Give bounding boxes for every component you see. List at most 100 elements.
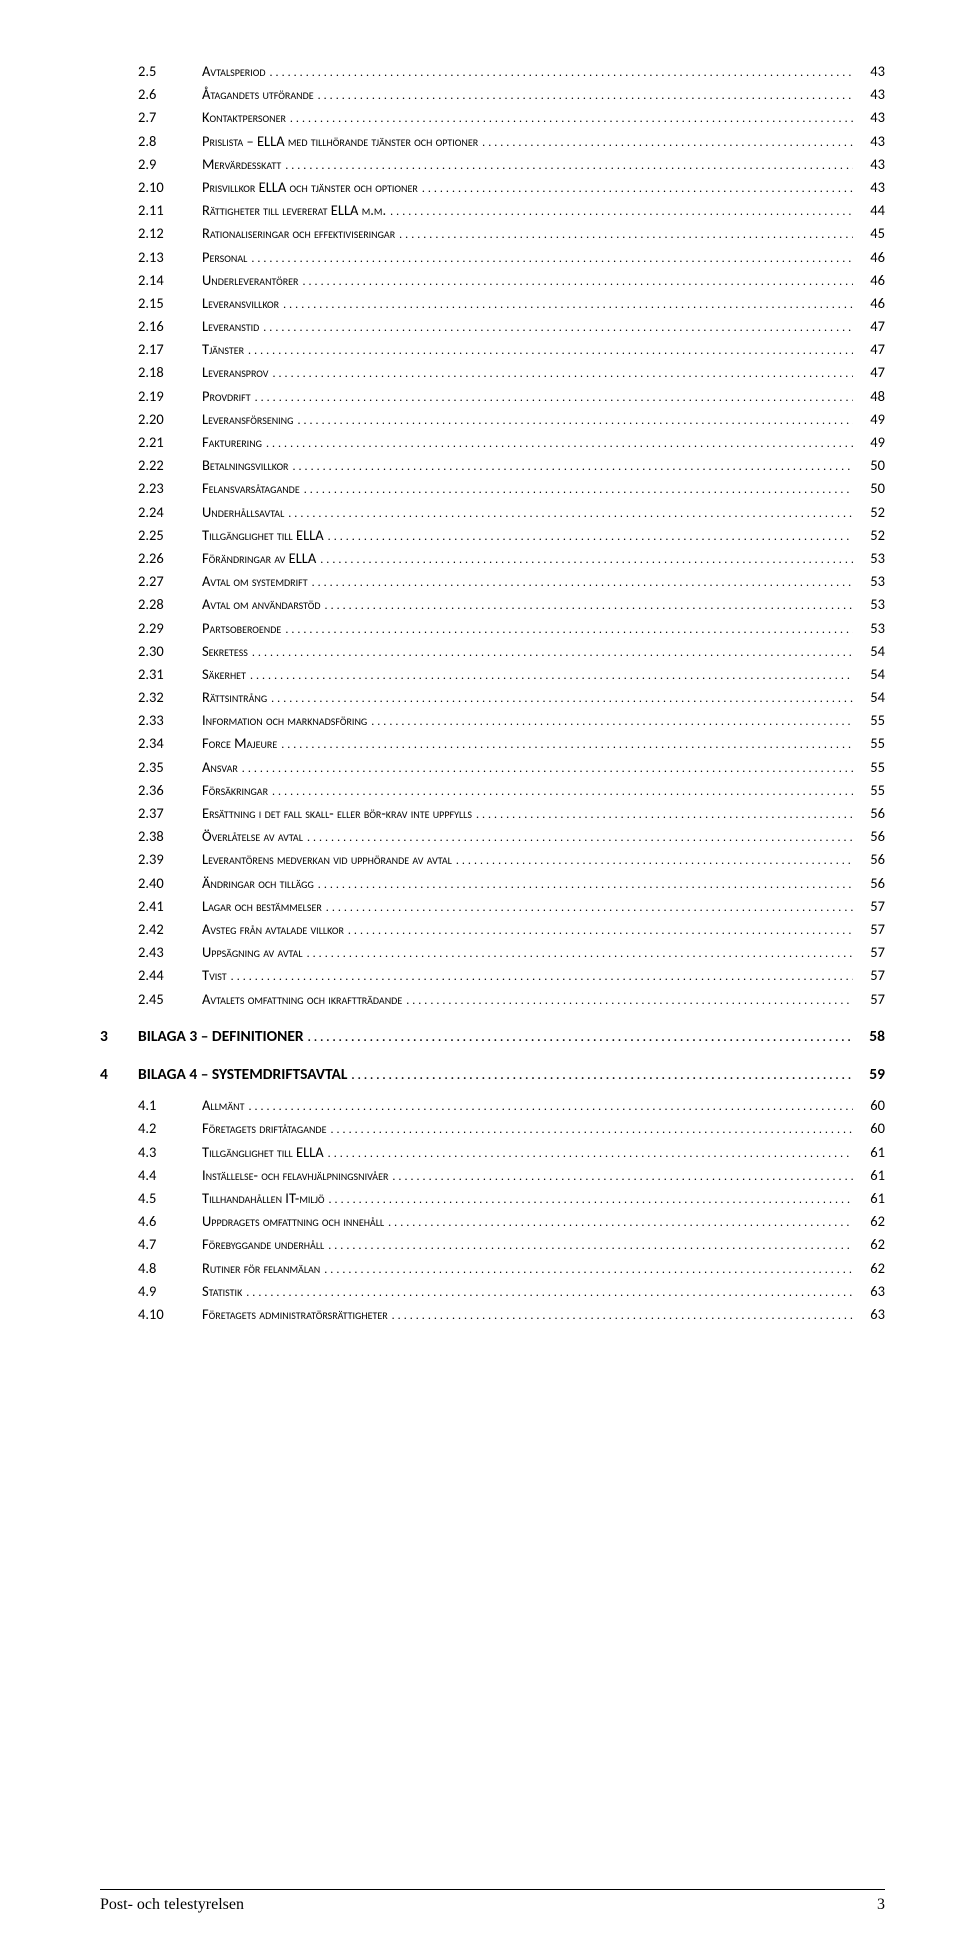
toc-entry[interactable]: 2.22Betalningsvillkor50 xyxy=(100,454,885,477)
toc-leader-dots xyxy=(251,246,853,269)
toc-entry[interactable]: 2.11Rättigheter till levererat ELLA m.m.… xyxy=(100,199,885,222)
toc-entry[interactable]: 2.9Mervärdesskatt43 xyxy=(100,153,885,176)
toc-entry[interactable]: 2.35Ansvar55 xyxy=(100,756,885,779)
toc-leader-dots xyxy=(328,1141,853,1164)
toc-title: Tillgänglighet till ELLA xyxy=(202,1141,324,1164)
toc-title: Leveransförsening xyxy=(202,408,293,431)
toc-title: Avtalsperiod xyxy=(202,60,266,83)
toc-number: 2.32 xyxy=(138,686,202,709)
footer-page-number: 3 xyxy=(877,1896,885,1914)
toc-entry[interactable]: 2.30Sekretess54 xyxy=(100,640,885,663)
toc-number: 4.7 xyxy=(138,1233,202,1256)
toc-entry[interactable]: 4.9Statistik63 xyxy=(100,1280,885,1303)
toc-entry[interactable]: 2.28Avtal om användarstöd53 xyxy=(100,593,885,616)
toc-entry[interactable]: 2.31Säkerhet54 xyxy=(100,663,885,686)
toc-number: 4.6 xyxy=(138,1210,202,1233)
toc-leader-dots xyxy=(422,176,853,199)
toc-entry[interactable]: 2.19Provdrift48 xyxy=(100,385,885,408)
toc-entry[interactable]: 2.43Uppsägning av avtal57 xyxy=(100,941,885,964)
toc-entry[interactable]: 2.18Leveransprov47 xyxy=(100,361,885,384)
toc-entry[interactable]: 4BILAGA 4 – SYSTEMDRIFTSAVTAL59 xyxy=(100,1063,885,1088)
toc-page: 61 xyxy=(857,1164,885,1187)
toc-title: Ersättning i det fall skall- eller bör-k… xyxy=(202,802,472,825)
toc-page: 54 xyxy=(857,663,885,686)
toc-leader-dots xyxy=(255,385,853,408)
toc-entry[interactable]: 4.5Tillhandahållen IT-miljö61 xyxy=(100,1187,885,1210)
toc-entry[interactable]: 2.14Underleverantörer46 xyxy=(100,269,885,292)
toc-entry[interactable]: 2.6Åtagandets utförande43 xyxy=(100,83,885,106)
toc-entry[interactable]: 2.36Försäkringar55 xyxy=(100,779,885,802)
toc-entry[interactable]: 4.10Företagets administratörsrättigheter… xyxy=(100,1303,885,1326)
toc-entry[interactable]: 2.42Avsteg från avtalade villkor57 xyxy=(100,918,885,941)
toc-number: 2.22 xyxy=(138,454,202,477)
toc-page: 52 xyxy=(857,524,885,547)
toc-number: 2.40 xyxy=(138,872,202,895)
toc-title: Prislista – ELLA med tillhörande tjänste… xyxy=(202,130,478,153)
toc-entry[interactable]: 4.8Rutiner för felanmälan62 xyxy=(100,1257,885,1280)
toc-entry[interactable]: 2.39Leverantörens medverkan vid upphöran… xyxy=(100,848,885,871)
toc-number: 4.4 xyxy=(138,1164,202,1187)
toc-entry[interactable]: 2.13Personal46 xyxy=(100,246,885,269)
toc-entry[interactable]: 2.38Överlåtelse av avtal56 xyxy=(100,825,885,848)
toc-entry[interactable]: 2.41Lagar och bestämmelser57 xyxy=(100,895,885,918)
toc-entry[interactable]: 4.7Förebyggande underhåll62 xyxy=(100,1233,885,1256)
toc-entry[interactable]: 2.33Information och marknadsföring55 xyxy=(100,709,885,732)
toc-title: Företagets administratörsrättigheter xyxy=(202,1303,388,1326)
toc-entry[interactable]: 4.3Tillgänglighet till ELLA61 xyxy=(100,1141,885,1164)
toc-leader-dots xyxy=(246,1280,853,1303)
toc-number: 2.43 xyxy=(138,941,202,964)
toc-entry[interactable]: 2.45Avtalets omfattning och ikraftträdan… xyxy=(100,988,885,1011)
toc-entry[interactable]: 2.8Prislista – ELLA med tillhörande tjän… xyxy=(100,130,885,153)
toc-entry[interactable]: 2.12Rationaliseringar och effektiviserin… xyxy=(100,222,885,245)
toc-entry[interactable]: 2.37Ersättning i det fall skall- eller b… xyxy=(100,802,885,825)
toc-number: 2.31 xyxy=(138,663,202,686)
toc-entry[interactable]: 2.24Underhållsavtal52 xyxy=(100,501,885,524)
toc-page: 46 xyxy=(857,246,885,269)
toc-entry[interactable]: 2.15Leveransvillkor46 xyxy=(100,292,885,315)
toc-entry[interactable]: 4.2Företagets driftåtagande60 xyxy=(100,1117,885,1140)
toc-number: 2.20 xyxy=(138,408,202,431)
toc-entry[interactable]: 4.4Inställelse- och felavhjälpningsnivåe… xyxy=(100,1164,885,1187)
toc-title: Företagets driftåtagande xyxy=(202,1117,326,1140)
toc-page: 49 xyxy=(857,431,885,454)
toc-leader-dots xyxy=(285,617,853,640)
toc-entry[interactable]: 2.20Leveransförsening 49 xyxy=(100,408,885,431)
toc-entry[interactable]: 4.1Allmänt60 xyxy=(100,1094,885,1117)
toc-leader-dots xyxy=(329,1187,853,1210)
toc-entry[interactable]: 2.27Avtal om systemdrift53 xyxy=(100,570,885,593)
toc-entry[interactable]: 2.44Tvist57 xyxy=(100,964,885,987)
toc-leader-dots xyxy=(250,663,853,686)
toc-entry[interactable]: 4.6Uppdragets omfattning och innehåll62 xyxy=(100,1210,885,1233)
toc-entry[interactable]: 2.21Fakturering49 xyxy=(100,431,885,454)
toc-title: Leveransprov xyxy=(202,361,268,384)
toc-page: 46 xyxy=(857,292,885,315)
toc-entry[interactable]: 2.32Rättsintrång54 xyxy=(100,686,885,709)
toc-entry[interactable]: 2.23Felansvarsåtagande50 xyxy=(100,477,885,500)
toc-title: Lagar och bestämmelser xyxy=(202,895,322,918)
toc-entry[interactable]: 2.34Force Majeure55 xyxy=(100,732,885,755)
toc-entry[interactable]: 2.40Ändringar och tillägg56 xyxy=(100,872,885,895)
toc-entry[interactable]: 2.29Partsoberoende53 xyxy=(100,617,885,640)
toc-leader-dots xyxy=(320,547,853,570)
toc-entry[interactable]: 2.10Prisvillkor ELLA och tjänster och op… xyxy=(100,176,885,199)
toc-title: Force Majeure xyxy=(202,732,277,755)
toc-entry[interactable]: 2.5Avtalsperiod43 xyxy=(100,60,885,83)
toc-leader-dots xyxy=(272,779,853,802)
toc-entry[interactable]: 2.16Leveranstid47 xyxy=(100,315,885,338)
toc-leader-dots xyxy=(476,802,853,825)
toc-entry[interactable]: 2.26Förändringar av ELLA53 xyxy=(100,547,885,570)
toc-entry[interactable]: 2.7Kontaktpersoner43 xyxy=(100,106,885,129)
toc-number: 4.10 xyxy=(138,1303,202,1326)
toc-page: 60 xyxy=(857,1094,885,1117)
toc-page: 59 xyxy=(857,1063,885,1088)
toc-entry[interactable]: 2.25Tillgänglighet till ELLA52 xyxy=(100,524,885,547)
toc-entry[interactable]: 2.17Tjänster47 xyxy=(100,338,885,361)
toc-title: Tjänster xyxy=(202,338,244,361)
toc-leader-dots xyxy=(281,732,853,755)
toc-leader-dots xyxy=(388,1210,853,1233)
toc-entry[interactable]: 3BILAGA 3 – DEFINITIONER58 xyxy=(100,1025,885,1050)
toc-leader-dots xyxy=(351,1063,853,1088)
toc-page: 63 xyxy=(857,1303,885,1326)
toc-page: 49 xyxy=(857,408,885,431)
toc-number: 2.13 xyxy=(138,246,202,269)
